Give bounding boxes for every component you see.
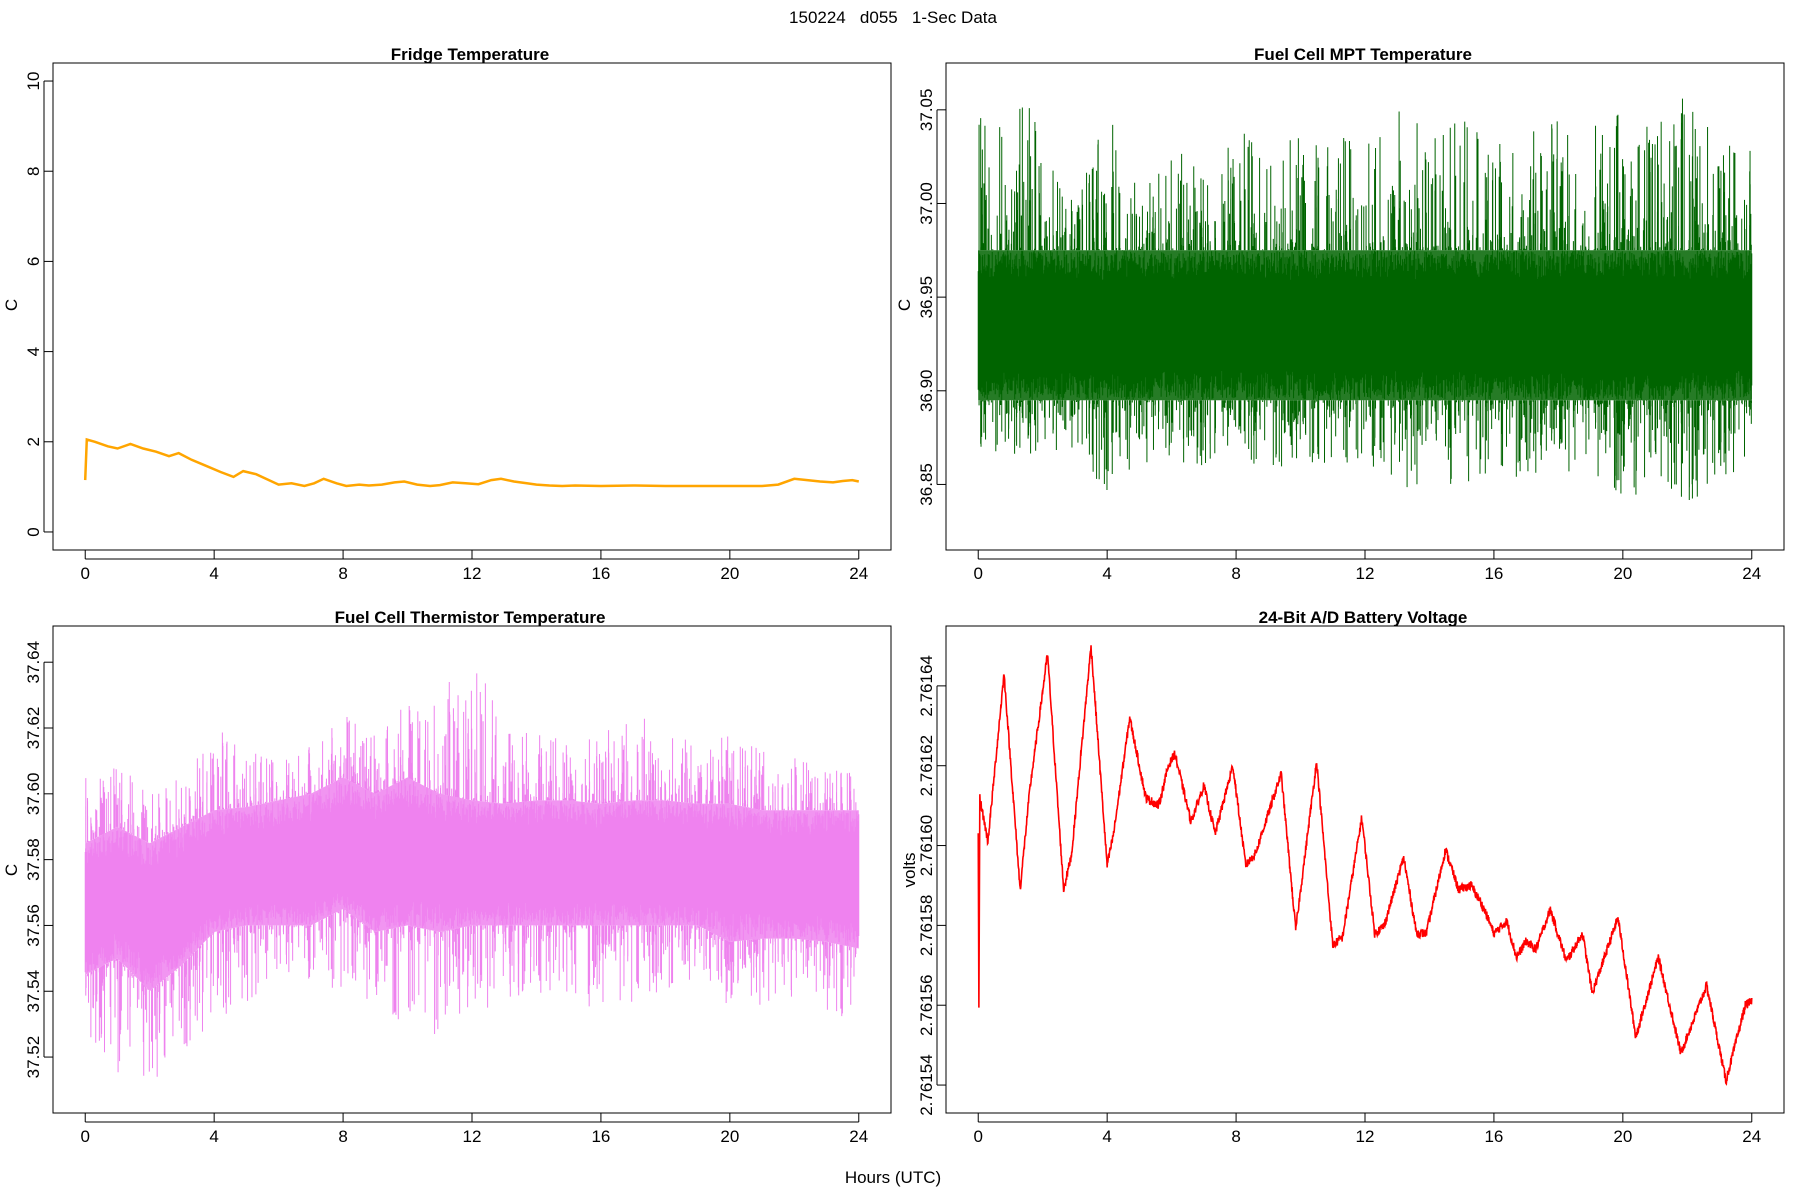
x-tick-label: 0 <box>80 564 89 583</box>
series-core <box>85 777 859 992</box>
x-tick-label: 16 <box>591 1127 610 1146</box>
x-tick-label: 4 <box>1102 1127 1111 1146</box>
series-core <box>978 250 1752 401</box>
x-tick-label: 24 <box>1742 564 1761 583</box>
y-tick-label: 10 <box>24 72 43 91</box>
plot-area <box>977 645 1753 1086</box>
y-tick-label: 2.76158 <box>917 895 936 956</box>
y-tick-label: 37.64 <box>24 641 43 684</box>
panel-battery-voltage: 24-Bit A/D Battery Voltage volts 0 4 8 12 16… <box>900 608 1785 1146</box>
plot-area <box>83 437 860 488</box>
x-tick-label: 4 <box>1102 564 1111 583</box>
series-line <box>977 645 1753 1086</box>
y-tick-label: 37.52 <box>24 1036 43 1079</box>
panel-title: Fridge Temperature <box>391 45 549 64</box>
x-tick-label: 0 <box>80 1127 89 1146</box>
y-axis-label: C <box>2 864 21 876</box>
y-tick-label: 36.90 <box>917 370 936 413</box>
series-spikes <box>85 673 857 1077</box>
y-tick-label: 0 <box>24 527 43 536</box>
y-tick-label: 8 <box>24 166 43 175</box>
figure-xlabel: Hours (UTC) <box>845 1168 941 1187</box>
x-tick-label: 20 <box>1613 1127 1632 1146</box>
y-tick-label: 2.76156 <box>917 974 936 1035</box>
x-tick-label: 16 <box>1484 1127 1503 1146</box>
x-tick-label: 12 <box>463 1127 482 1146</box>
x-tick-label: 0 <box>973 1127 982 1146</box>
y-tick-label: 2.76164 <box>917 655 936 716</box>
series-spikes <box>978 98 1752 500</box>
y-tick-label: 36.95 <box>917 276 936 319</box>
y-tick-label: 2.76154 <box>917 1054 936 1115</box>
panel-title: Fuel Cell Thermistor Temperature <box>335 608 606 627</box>
plot-area <box>977 98 1753 500</box>
y-tick-label: 37.58 <box>24 838 43 881</box>
x-tick-label: 16 <box>591 564 610 583</box>
y-tick-label: 37.00 <box>917 182 936 225</box>
x-tick-label: 8 <box>338 564 347 583</box>
x-tick-label: 12 <box>463 564 482 583</box>
y-tick-label: 2.76160 <box>917 815 936 876</box>
y-axis-label: C <box>2 299 21 311</box>
y-tick-label: 37.60 <box>24 773 43 816</box>
x-tick-label: 16 <box>1484 564 1503 583</box>
y-tick-label: 37.56 <box>24 904 43 947</box>
panel-fuel-cell-thermistor-temperature: Fuel Cell Thermistor Temperature C 0 4 8 12… <box>2 608 892 1146</box>
x-tick-label: 8 <box>338 1127 347 1146</box>
x-tick-label: 4 <box>209 564 218 583</box>
panel-title: Fuel Cell MPT Temperature <box>1254 45 1472 64</box>
y-tick-label: 2 <box>24 437 43 446</box>
series-line <box>83 437 860 488</box>
x-tick-label: 12 <box>1356 564 1375 583</box>
x-tick-label: 24 <box>849 564 868 583</box>
x-tick-label: 8 <box>1231 1127 1240 1146</box>
x-tick-label: 0 <box>973 564 982 583</box>
x-tick-label: 20 <box>1613 564 1632 583</box>
panel-fuel-cell-mpt-temperature: Fuel Cell MPT Temperature C 0 4 8 12 16 20 24 3… <box>895 45 1785 583</box>
x-tick-label: 8 <box>1231 564 1240 583</box>
y-tick-label: 6 <box>24 257 43 266</box>
y-tick-label: 2.76162 <box>917 735 936 796</box>
y-tick-label: 4 <box>24 347 43 356</box>
x-tick-label: 12 <box>1356 1127 1375 1146</box>
x-tick-label: 20 <box>720 564 739 583</box>
y-tick-label: 37.54 <box>24 970 43 1013</box>
panel-title: 24-Bit A/D Battery Voltage <box>1259 608 1468 627</box>
y-tick-label: 36.85 <box>917 463 936 506</box>
x-tick-label: 20 <box>720 1127 739 1146</box>
y-tick-label: 37.62 <box>24 707 43 750</box>
y-tick-label: 37.05 <box>917 89 936 132</box>
x-tick-label: 4 <box>209 1127 218 1146</box>
x-tick-label: 24 <box>849 1127 868 1146</box>
y-axis-label: volts <box>900 853 919 888</box>
x-tick-label: 24 <box>1742 1127 1761 1146</box>
figure-suptitle: 150224 d055 1-Sec Data <box>789 8 997 27</box>
plot-area <box>84 673 860 1077</box>
y-axis-label: C <box>895 299 914 311</box>
